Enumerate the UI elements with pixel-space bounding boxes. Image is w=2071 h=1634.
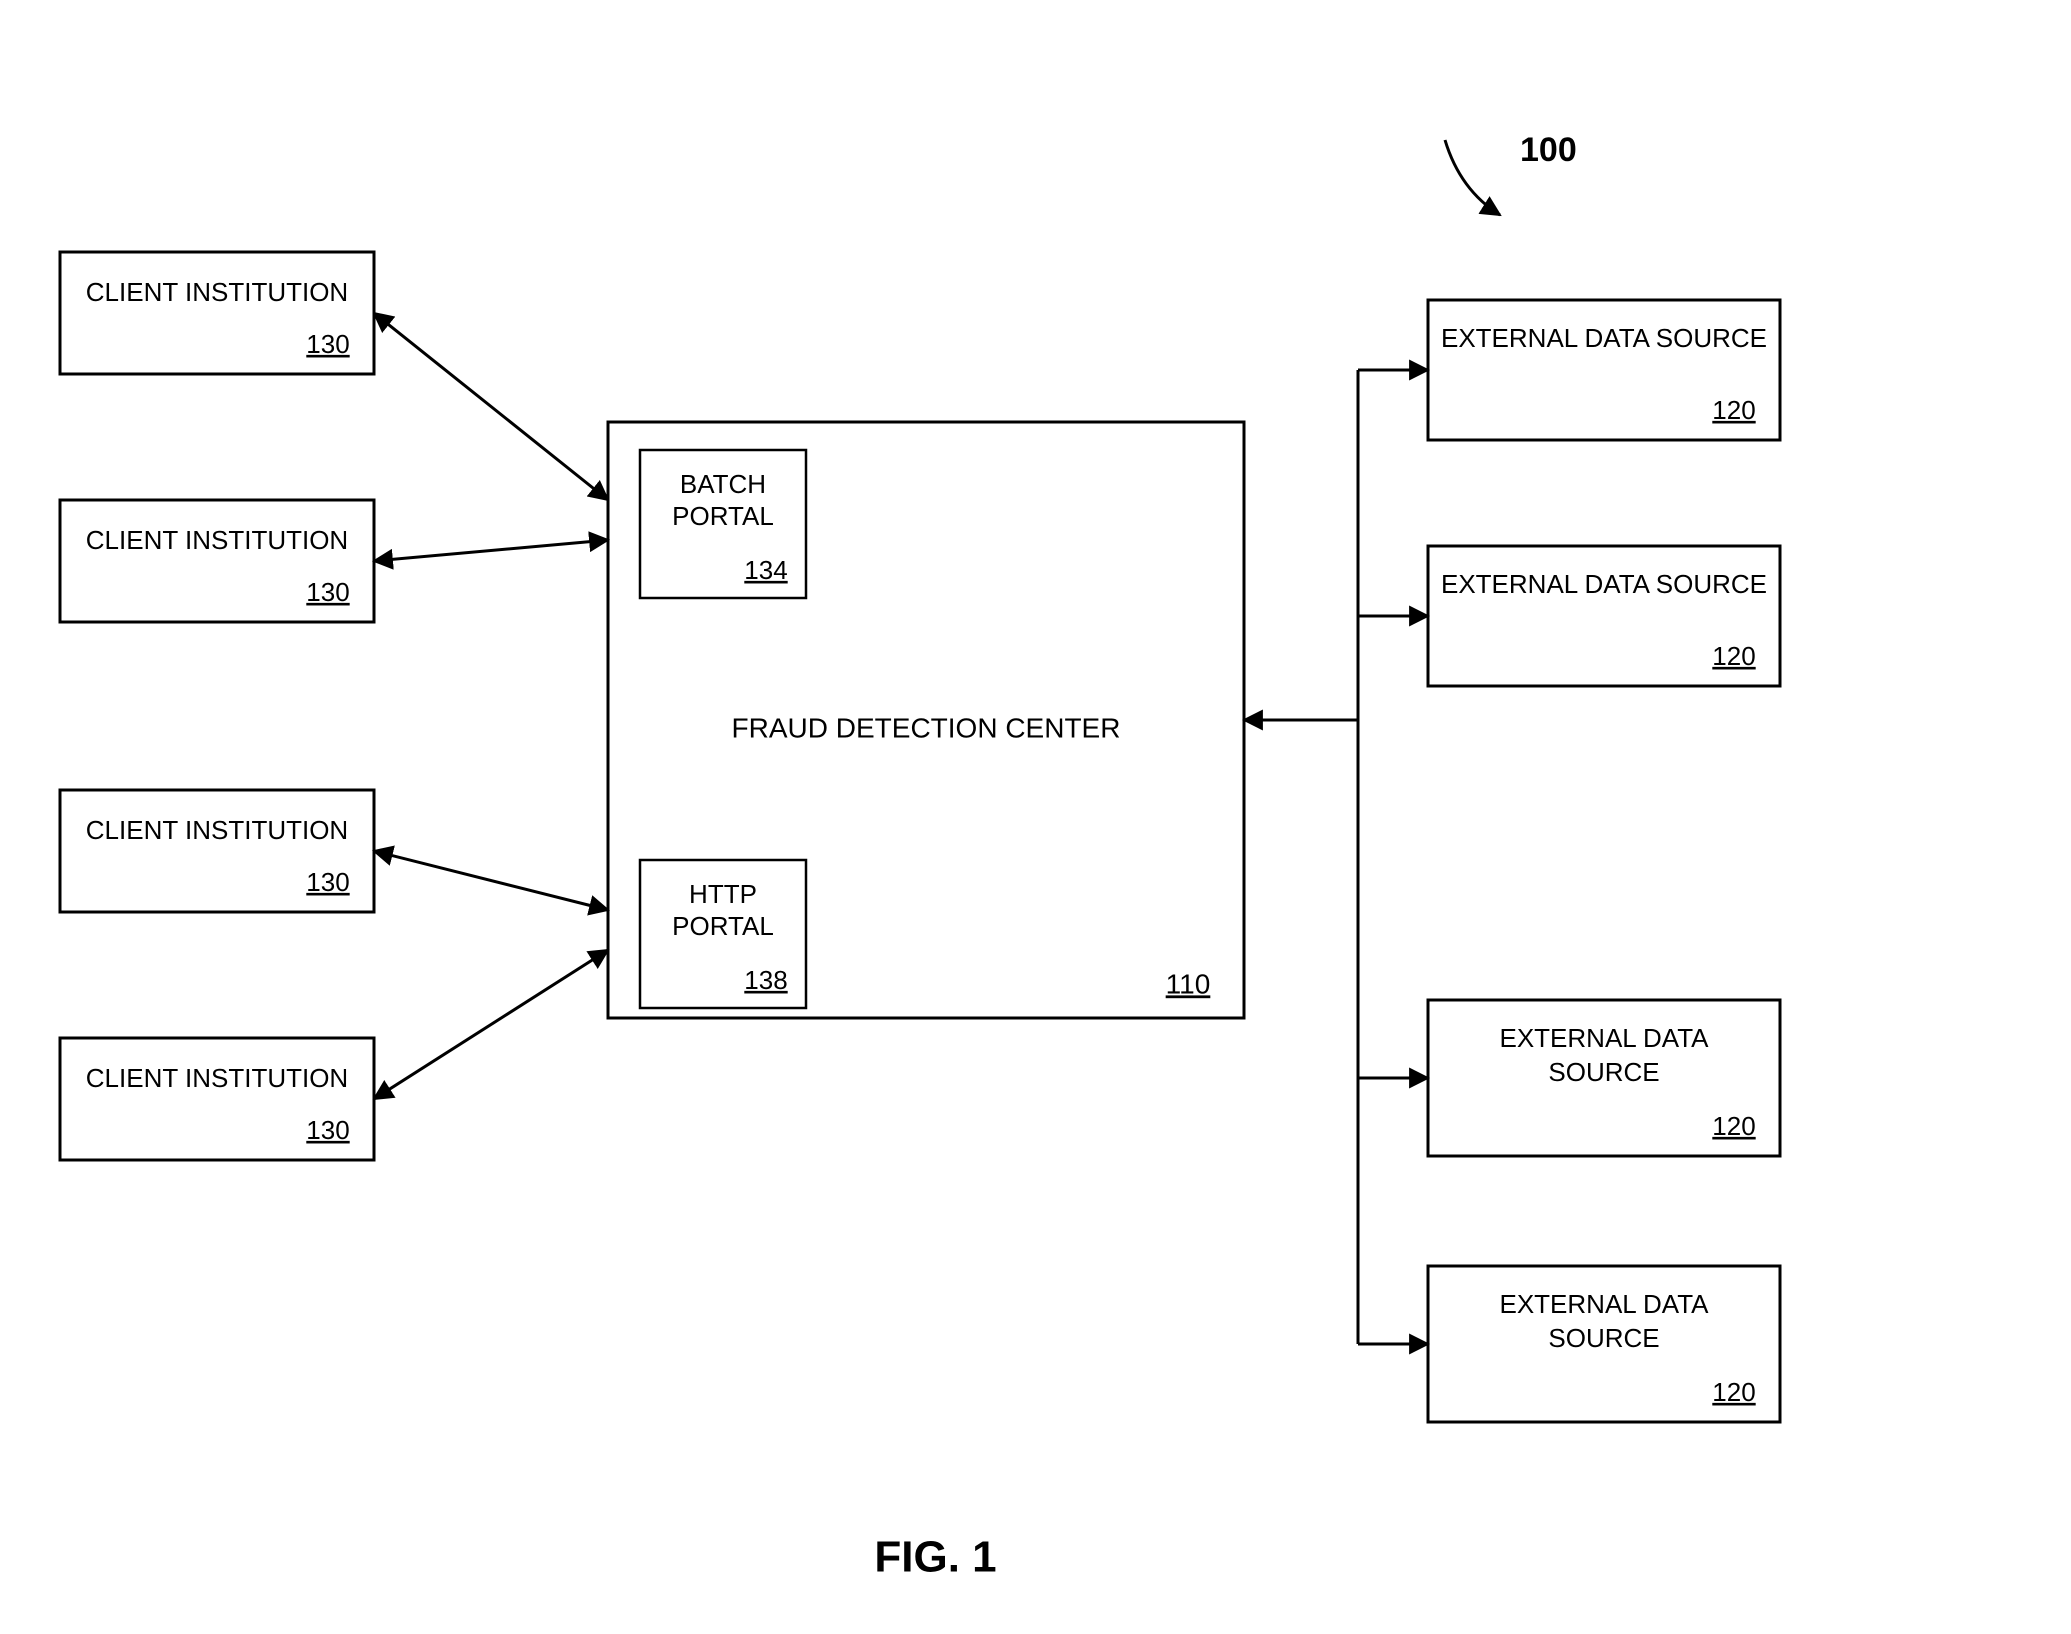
external-data-source-label: SOURCE	[1548, 1057, 1659, 1087]
client-institution-label: CLIENT INSTITUTION	[86, 815, 348, 845]
portal-label: BATCH	[680, 469, 766, 499]
external-data-source-label: EXTERNAL DATA SOURCE	[1441, 569, 1767, 599]
system-diagram: CLIENT INSTITUTION 130 CLIENT INSTITUTION 1…	[0, 0, 2071, 1629]
fraud-detection-center-label: FRAUD DETECTION CENTER	[732, 712, 1121, 743]
portal-ref: 138	[744, 965, 787, 995]
external-data-source-ref: 120	[1712, 1111, 1755, 1141]
portal-ref: 134	[744, 555, 787, 585]
fraud-detection-center-ref: 110	[1166, 968, 1211, 999]
portal-label: PORTAL	[672, 501, 774, 531]
connector-line	[374, 313, 608, 500]
client-institution-ref: 130	[306, 1115, 349, 1145]
external-data-source-label: EXTERNAL DATA SOURCE	[1441, 323, 1767, 353]
external-data-source-label: SOURCE	[1548, 1323, 1659, 1353]
external-data-source-ref: 120	[1712, 395, 1755, 425]
portal-label: PORTAL	[672, 911, 774, 941]
external-data-source-label: EXTERNAL DATA	[1499, 1023, 1709, 1053]
client-institution-label: CLIENT INSTITUTION	[86, 277, 348, 307]
system-ref-leader	[1445, 140, 1500, 215]
connector-line	[374, 540, 608, 561]
client-institution-ref: 130	[306, 867, 349, 897]
external-data-source-ref: 120	[1712, 1377, 1755, 1407]
system-ref-label: 100	[1520, 131, 1577, 169]
client-institution-ref: 130	[306, 577, 349, 607]
client-institution-label: CLIENT INSTITUTION	[86, 1063, 348, 1093]
external-data-source-ref: 120	[1712, 641, 1755, 671]
connector-line	[374, 851, 608, 910]
client-institution-label: CLIENT INSTITUTION	[86, 525, 348, 555]
external-data-source-label: EXTERNAL DATA	[1499, 1289, 1709, 1319]
client-institution-ref: 130	[306, 329, 349, 359]
figure-caption: FIG. 1	[874, 1533, 996, 1582]
connector-line	[374, 950, 608, 1099]
portal-label: HTTP	[689, 879, 757, 909]
